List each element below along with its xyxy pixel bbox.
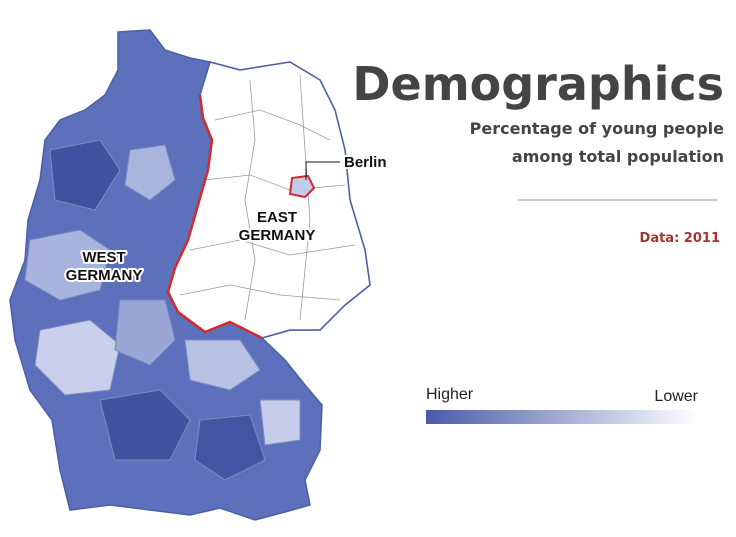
- map: Berlin WEST GERMANY EAST GERMANY: [9, 29, 389, 521]
- district-light: [24, 229, 111, 301]
- west-label: GERMANY: [66, 267, 143, 284]
- subtitle: among total population: [512, 147, 724, 166]
- berlin: [288, 174, 316, 199]
- legend-low: Lower: [654, 388, 698, 405]
- berlin-label: Berlin: [344, 154, 387, 171]
- district-dark: [99, 389, 191, 461]
- district-light: [184, 339, 261, 391]
- district-light: [114, 299, 176, 366]
- legend-high: Higher: [426, 386, 474, 403]
- subtitle: Percentage of young people: [470, 119, 725, 138]
- east-label: EAST: [257, 209, 297, 226]
- border-line: [166, 94, 263, 340]
- district-dark: [49, 139, 121, 211]
- title: Demographics: [352, 57, 724, 111]
- district-dark: [194, 414, 266, 481]
- berlin-leader: [305, 161, 340, 180]
- source: Data: 2011: [640, 231, 720, 246]
- legend-gradient: [426, 410, 698, 424]
- district-light: [34, 319, 121, 396]
- east-label: GERMANY: [239, 227, 316, 244]
- district-light: [124, 144, 176, 201]
- west-label: WEST: [82, 249, 125, 266]
- district-light: [259, 399, 301, 446]
